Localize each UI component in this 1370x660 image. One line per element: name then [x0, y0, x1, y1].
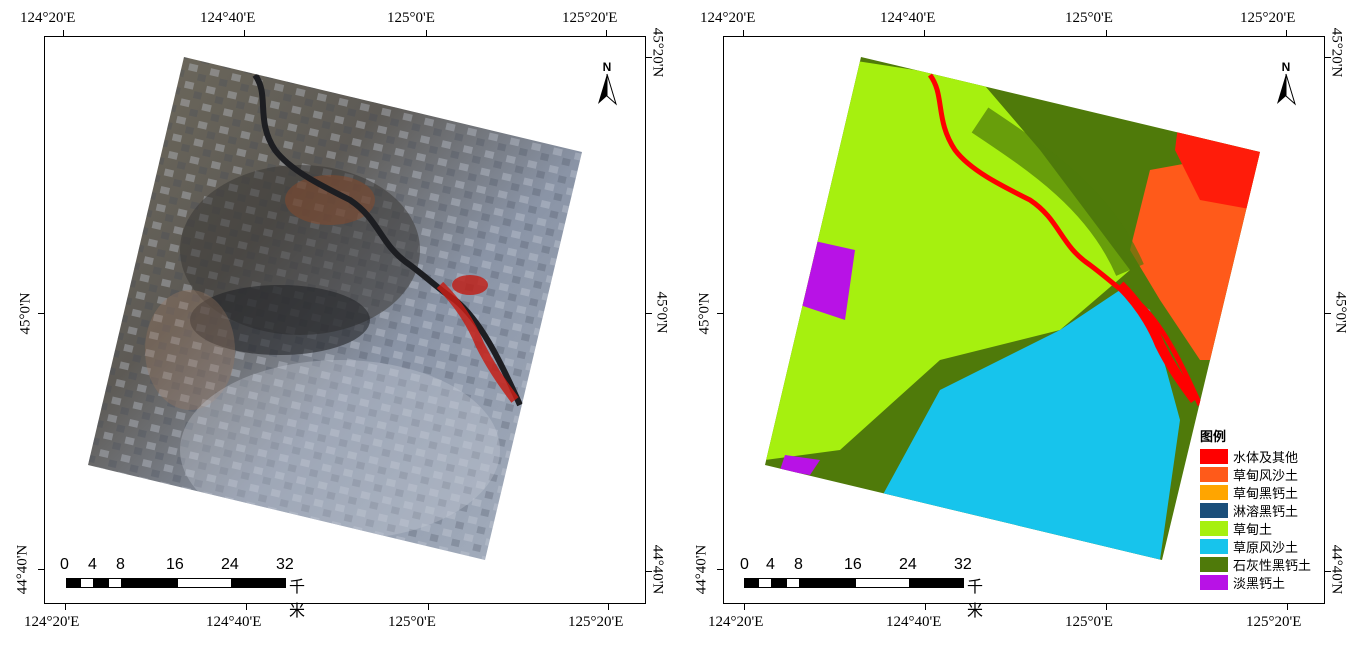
- top-lon-label: 125°0'E: [1065, 10, 1113, 26]
- legend-swatch: [1200, 502, 1228, 518]
- left-lat-label: 45°0'N: [696, 292, 713, 335]
- scale-number: 24: [221, 556, 239, 573]
- classification-map-panel: 124°20'E 124°40'E 125°0'E 125°20'E 124°2…: [680, 0, 1365, 660]
- map-legend: 图例 水体及其他草甸风沙土草甸黑钙土淋溶黑钙土草甸土草原风沙土石灰性黑钙土 淡黑钙…: [1198, 426, 1322, 591]
- right-lat-label: 45°0'N: [653, 291, 670, 334]
- left-lat-label: 44°40'N: [14, 544, 31, 595]
- satellite-image: [88, 57, 582, 560]
- legend-item: 淡黑钙土: [1198, 573, 1322, 591]
- north-arrow-icon: N: [1271, 60, 1301, 110]
- right-lat-label: 45°0'N: [1332, 291, 1349, 334]
- left-lat-label: 44°40'N: [693, 544, 710, 595]
- bottom-lon-label: 125°0'E: [1065, 614, 1113, 630]
- legend-label: 淡黑钙土: [1233, 575, 1286, 591]
- legend-swatch: [1200, 448, 1228, 464]
- scale-number: 0: [740, 556, 749, 573]
- legend-swatch: [1200, 466, 1228, 482]
- legend-label: 淋溶黑钙土: [1233, 503, 1299, 519]
- north-letter: N: [1281, 60, 1291, 74]
- legend-item: 淋溶黑钙土: [1198, 501, 1322, 519]
- scale-number: 24: [899, 556, 917, 573]
- right-lat-label: 44°40'N: [1328, 544, 1345, 595]
- legend-item: 草原风沙土: [1198, 537, 1322, 555]
- legend-swatch: [1200, 538, 1228, 554]
- top-lon-label: 124°40'E: [200, 10, 256, 26]
- soil-classification-image: [765, 57, 1260, 560]
- right-lat-label: 45°20'N: [649, 27, 666, 78]
- satellite-map-panel: 124°20'E 124°40'E 125°0'E 125°20'E 124°2…: [14, 10, 670, 630]
- legend-label: 草原风沙土: [1233, 539, 1299, 555]
- right-lat-label: 45°20'N: [1328, 27, 1345, 78]
- legend-label: 水体及其他: [1233, 449, 1299, 465]
- right-lat-label: 44°40'N: [649, 544, 666, 595]
- scale-number: 16: [844, 556, 862, 573]
- legend-swatch: [1200, 574, 1228, 590]
- north-arrow-icon: N: [592, 60, 622, 110]
- bottom-lon-label: 124°40'E: [206, 614, 262, 630]
- legend-label: 草甸黑钙土: [1233, 485, 1299, 501]
- scale-number: 4: [766, 556, 775, 573]
- top-lon-label: 124°20'E: [20, 10, 76, 26]
- scale-number: 8: [794, 556, 803, 573]
- legend-swatch: [1200, 520, 1228, 536]
- top-lon-label: 124°40'E: [880, 10, 936, 26]
- scale-number: 16: [166, 556, 184, 573]
- bottom-lon-label: 124°20'E: [24, 614, 80, 630]
- legend-label: 草甸风沙土: [1233, 467, 1299, 483]
- legend-label: 草甸土: [1233, 521, 1273, 537]
- top-lon-label: 125°20'E: [1240, 10, 1296, 26]
- bottom-lon-label: 125°0'E: [388, 614, 436, 630]
- bottom-lon-label: 124°40'E: [886, 614, 942, 630]
- top-lon-label: 125°20'E: [562, 10, 618, 26]
- top-lon-label: 124°20'E: [700, 10, 756, 26]
- bottom-lon-label: 124°20'E: [708, 614, 764, 630]
- top-lon-label: 125°0'E: [387, 10, 435, 26]
- scale-unit: 千米: [967, 579, 984, 620]
- scale-number: 32: [276, 556, 294, 573]
- legend-item: 水体及其他: [1198, 447, 1322, 465]
- legend-label: 石灰性黑钙土: [1233, 557, 1312, 573]
- north-letter: N: [602, 60, 612, 74]
- scale-number: 32: [954, 556, 972, 573]
- legend-item: 草甸土: [1198, 519, 1322, 537]
- bottom-lon-label: 125°20'E: [1246, 614, 1302, 630]
- legend-swatch: [1200, 556, 1228, 572]
- legend-item: 石灰性黑钙土: [1198, 555, 1322, 573]
- scale-number: 8: [116, 556, 125, 573]
- scale-unit: 千米: [289, 579, 306, 620]
- left-lat-label: 45°0'N: [17, 292, 34, 335]
- legend-swatch: [1200, 484, 1228, 500]
- bottom-lon-label: 125°20'E: [568, 614, 624, 630]
- legend-title: 图例: [1200, 429, 1227, 444]
- legend-item: 草甸黑钙土: [1198, 483, 1322, 501]
- scale-number: 0: [60, 556, 69, 573]
- legend-item: 草甸风沙土: [1198, 465, 1322, 483]
- scale-number: 4: [88, 556, 97, 573]
